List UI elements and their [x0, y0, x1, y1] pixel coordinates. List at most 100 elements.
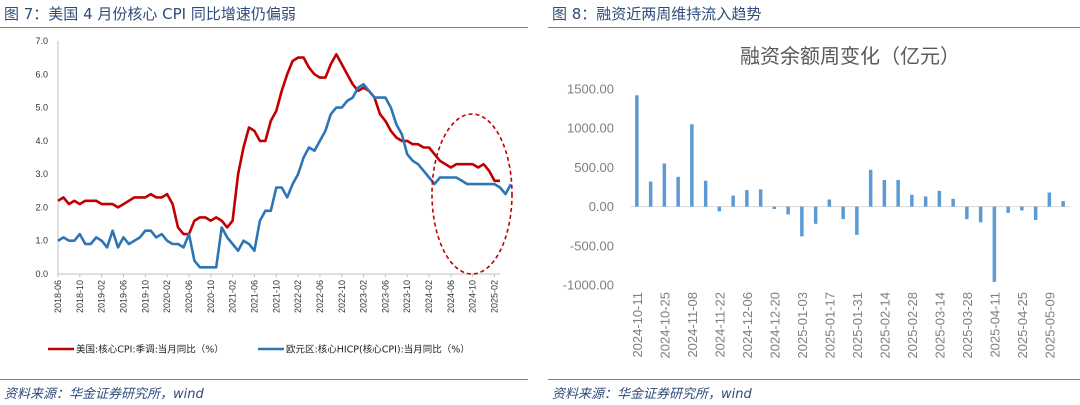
bar [868, 169, 873, 207]
bar [910, 194, 914, 207]
x-tick-label: 2021-10 [271, 280, 281, 313]
figure-7-title: 图 7：美国 4 月份核心 CPI 同比增速仍偏弱 [4, 5, 296, 23]
bar [690, 124, 694, 207]
bar [882, 179, 887, 207]
source-divider [0, 379, 528, 380]
bar [813, 206, 818, 224]
x-tick-label: 2025-05-09 [1042, 292, 1057, 359]
bar [662, 163, 667, 207]
y-tick-label: 1500.00 [567, 82, 614, 97]
x-tick-label: 2025-02 [490, 280, 500, 313]
x-tick-label: 2025-03-14 [932, 292, 947, 359]
x-tick-label: 2024-10 [468, 280, 478, 313]
legend-label-eu: 欧元区:核心HICP(核心CPI):当月同比（%） [286, 344, 470, 356]
bar [1020, 206, 1024, 211]
x-tick-label: 2023-10 [402, 280, 412, 313]
right-figure-panel: 图 8：融资近两周维持流入趋势 融资余额周变化（亿元） -1000.00 -500.… [548, 0, 1080, 405]
x-tick-label: 2025-01-03 [795, 292, 810, 359]
y-tick-label: 7.0 [35, 36, 48, 46]
bar [1006, 206, 1010, 213]
bar [978, 206, 983, 223]
figure-8-source: 资料来源：华金证券研究所，wind [552, 387, 752, 402]
left-figure-panel: 图 7：美国 4 月份核心 CPI 同比增速仍偏弱 0.0 1.0 2.0 3.0 4.… [0, 0, 528, 405]
y-tick-label: 2.0 [35, 202, 48, 212]
bar [1033, 206, 1038, 220]
x-tick-label: 2024-02 [424, 280, 434, 313]
x-tick-label: 2023-02 [359, 280, 369, 313]
x-tick-label: 2025-01-17 [822, 292, 837, 359]
bar [758, 189, 763, 207]
y-tick-label: 5.0 [35, 103, 48, 113]
x-tick-label: 2024-11-22 [712, 292, 727, 358]
x-tick-label: 2024-12-06 [740, 292, 755, 359]
x-tick-label: 2024-10-25 [657, 292, 672, 359]
bar [703, 180, 708, 207]
highlight-ellipse [431, 113, 513, 275]
x-tick-label: 2018-10 [75, 280, 85, 313]
bar [745, 190, 749, 207]
figure-8-title: 图 8：融资近两周维持流入趋势 [552, 5, 762, 23]
bar [731, 195, 735, 207]
bar [772, 206, 777, 209]
figure-7-source: 资料来源：华金证券研究所，wind [4, 387, 204, 402]
x-tick-label: 2025-02-28 [905, 292, 920, 359]
x-tick-label: 2019-10 [140, 280, 150, 313]
x-tick-label: 2021-06 [249, 280, 259, 313]
x-tick-label: 2025-01-31 [850, 292, 865, 359]
bar [1061, 201, 1065, 207]
bar [827, 199, 832, 207]
y-tick-label: -1000.00 [563, 278, 614, 293]
x-tick-label: 2020-06 [184, 280, 194, 313]
bar [965, 206, 969, 220]
series-line-eu [57, 83, 513, 269]
bar [786, 206, 790, 215]
x-tick-label: 2022-02 [293, 280, 303, 313]
bar [648, 181, 653, 207]
x-tick-label: 2024-10-11 [630, 292, 645, 358]
x-tick-label: 2024-11-08 [685, 292, 700, 358]
x-tick-label: 2019-06 [118, 280, 128, 313]
x-tick-label: 2025-04-25 [1015, 292, 1030, 359]
y-tick-label: 500.00 [574, 160, 614, 175]
core-cpi-line-chart: 0.0 1.0 2.0 3.0 4.0 5.0 6.0 7.0 2018-06 2018-10 20… [35, 36, 513, 356]
title-divider [548, 27, 1080, 28]
x-tick-label: 2025-02-14 [877, 292, 892, 359]
y-tick-label: 6.0 [35, 69, 48, 79]
x-tick-label: 2023-06 [380, 280, 390, 313]
title-divider [0, 27, 528, 28]
x-tick-label: 2024-12-20 [767, 292, 782, 359]
x-tick-label: 2025-03-28 [960, 292, 975, 359]
x-tick-label: 2024-06 [446, 280, 456, 313]
x-tick-label: 2022-06 [315, 280, 325, 313]
bar [992, 206, 997, 282]
bar [635, 95, 639, 207]
x-tick-label: 2020-02 [162, 280, 172, 313]
y-tick-label: 4.0 [35, 136, 48, 146]
chart-title: 融资余额周变化（亿元） [740, 44, 960, 68]
x-tick-label: 2020-10 [206, 280, 216, 313]
bar [717, 206, 722, 212]
x-tick-label: 2025-04-11 [987, 292, 1002, 358]
y-tick-label: 0.00 [589, 199, 614, 214]
margin-balance-bar-chart: 融资余额周变化（亿元） -1000.00 -500.00 0.00 500.00 1000… [563, 44, 1070, 359]
source-divider [548, 379, 1080, 380]
y-tick-label: 1000.00 [567, 121, 614, 136]
y-tick-label: 0.0 [35, 269, 48, 279]
bar [896, 179, 900, 207]
x-tick-label: 2019-02 [97, 280, 107, 313]
bar [923, 196, 928, 207]
y-tick-label: -500.00 [570, 238, 614, 253]
x-tick-label: 2018-06 [53, 280, 63, 313]
bar [800, 206, 804, 237]
bar [937, 190, 942, 207]
bar [1047, 192, 1052, 207]
bar [855, 206, 859, 235]
legend-label-us: 美国:核心CPI:季调:当月同比（%） [76, 344, 224, 356]
bar [951, 198, 955, 207]
x-tick-label: 2021-02 [228, 280, 238, 313]
x-tick-label: 2022-10 [337, 280, 347, 313]
series-line-us [57, 52, 500, 236]
y-tick-label: 1.0 [35, 236, 48, 246]
bar [676, 176, 680, 207]
y-tick-label: 3.0 [35, 169, 48, 179]
